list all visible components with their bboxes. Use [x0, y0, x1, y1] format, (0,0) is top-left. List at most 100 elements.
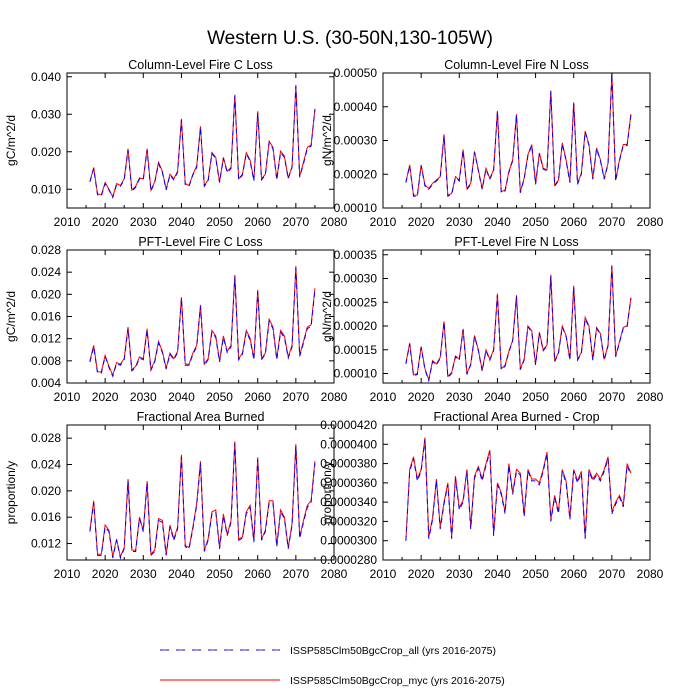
x-tick-label: 2020 — [92, 215, 119, 229]
y-tick-label: 0.0000280 — [320, 553, 377, 567]
y-tick-label: 0.028 — [31, 431, 61, 445]
x-tick-label: 2010 — [370, 390, 397, 404]
y-tick-label: 0.0000400 — [320, 437, 377, 451]
x-tick-label: 2070 — [283, 567, 310, 581]
x-tick-label: 2060 — [560, 567, 587, 581]
chart-panel-5: Fractional Area Burned proportion/y 2010 20… — [4, 410, 348, 581]
x-tick-label: 2080 — [637, 215, 664, 229]
x-tick-label: 2030 — [130, 390, 157, 404]
chart-panel-1: Column-Level Fire C Loss gC/m^2/d 2010 2020… — [4, 58, 348, 229]
series-line-all — [89, 86, 316, 199]
x-tick-label: 2040 — [168, 567, 195, 581]
y-tick-label: 0.0000380 — [320, 457, 377, 471]
x-tick-label: 2060 — [244, 390, 271, 404]
y-tick-label: 0.024 — [31, 265, 61, 279]
y-tick-label: 0.030 — [31, 107, 61, 121]
panel-title: PFT-Level Fire N Loss — [454, 235, 578, 249]
plot-frame — [66, 249, 335, 384]
x-tick-label: 2010 — [54, 390, 81, 404]
y-tick-label: 0.020 — [31, 484, 61, 498]
x-tick-label: 2070 — [599, 390, 626, 404]
x-tick-label: 2060 — [244, 215, 271, 229]
x-tick-label: 2030 — [130, 215, 157, 229]
series-line-myc — [89, 266, 316, 377]
x-tick-label: 2040 — [168, 215, 195, 229]
x-tick-label: 2080 — [637, 567, 664, 581]
panel-title: Fractional Area Burned — [137, 410, 265, 424]
y-tick-label: 0.00030 — [334, 272, 378, 286]
legend-label-all: ISSP585Clm50BgcCrop_all (yrs 2016-2075) — [290, 645, 496, 657]
figure-title: Western U.S. (30-50N,130-105W) — [207, 28, 493, 49]
y-tick-label: 0.00050 — [334, 66, 378, 80]
y-tick-label: 0.028 — [31, 243, 61, 257]
y-axis-label: gC/m^2/d — [4, 115, 18, 166]
x-tick-label: 2020 — [408, 215, 435, 229]
y-tick-label: 0.040 — [31, 70, 61, 84]
x-tick-label: 2010 — [370, 215, 397, 229]
y-axis-label: proportion/y — [320, 461, 334, 524]
y-tick-label: 0.012 — [31, 537, 61, 551]
x-tick-label: 2030 — [130, 567, 157, 581]
x-tick-label: 2030 — [446, 567, 473, 581]
y-tick-label: 0.020 — [31, 145, 61, 159]
x-tick-label: 2050 — [522, 215, 549, 229]
chart-panel-6: Fractional Area Burned - Crop proportion/… — [320, 410, 664, 581]
x-tick-label: 2040 — [484, 390, 511, 404]
y-tick-label: 0.024 — [31, 458, 61, 472]
y-axis-label: proportion/y — [4, 461, 18, 524]
y-tick-label: 0.020 — [31, 287, 61, 301]
y-tick-label: 0.00020 — [334, 319, 378, 333]
chart-panels: Column-Level Fire C Loss gC/m^2/d 2010 2020… — [4, 58, 664, 581]
x-tick-label: 2070 — [283, 390, 310, 404]
y-tick-label: 0.004 — [31, 376, 61, 390]
panel-title: Column-Level Fire C Loss — [128, 58, 273, 72]
series-line-all — [405, 74, 632, 197]
x-tick-label: 2030 — [446, 215, 473, 229]
y-tick-label: 0.00035 — [334, 248, 378, 262]
x-tick-label: 2070 — [599, 567, 626, 581]
y-tick-label: 0.010 — [31, 182, 61, 196]
x-tick-label: 2010 — [54, 215, 81, 229]
y-tick-label: 0.00015 — [334, 343, 378, 357]
x-tick-label: 2070 — [283, 215, 310, 229]
y-tick-label: 0.00010 — [334, 367, 378, 381]
panel-title: Column-Level Fire N Loss — [444, 58, 589, 72]
y-tick-label: 0.00025 — [334, 295, 378, 309]
series-line-all — [89, 267, 316, 378]
series-line-myc — [89, 84, 316, 199]
x-tick-label: 2050 — [522, 390, 549, 404]
x-tick-label: 2080 — [321, 215, 348, 229]
x-tick-label: 2020 — [408, 390, 435, 404]
legend-label-myc: ISSP585Clm50BgcCrop_myc (yrs 2016-2075) — [290, 675, 505, 687]
x-tick-label: 2050 — [206, 215, 233, 229]
x-tick-label: 2060 — [560, 215, 587, 229]
x-tick-label: 2030 — [446, 390, 473, 404]
x-tick-label: 2040 — [484, 567, 511, 581]
plot-frame — [382, 424, 651, 561]
y-tick-label: 0.012 — [31, 332, 61, 346]
y-axis-label: gC/m^2/d — [4, 291, 18, 342]
series-line-myc — [405, 73, 632, 196]
x-tick-label: 2060 — [560, 390, 587, 404]
x-tick-label: 2020 — [92, 390, 119, 404]
x-tick-label: 2080 — [321, 390, 348, 404]
plot-frame — [66, 72, 335, 209]
x-tick-label: 2050 — [206, 390, 233, 404]
panel-title: PFT-Level Fire C Loss — [138, 235, 262, 249]
x-tick-label: 2020 — [92, 567, 119, 581]
x-tick-label: 2070 — [599, 215, 626, 229]
y-tick-label: 0.0000300 — [320, 534, 377, 548]
chart-panel-2: Column-Level Fire N Loss gN/m^2/d 2010 2020… — [320, 58, 664, 229]
y-tick-label: 0.008 — [31, 354, 61, 368]
y-tick-label: 0.016 — [31, 510, 61, 524]
x-tick-label: 2080 — [321, 567, 348, 581]
x-tick-label: 2010 — [54, 567, 81, 581]
x-tick-label: 2010 — [370, 567, 397, 581]
x-tick-label: 2080 — [637, 390, 664, 404]
plot-frame — [382, 249, 651, 384]
x-tick-label: 2060 — [244, 567, 271, 581]
series-line-all — [405, 439, 632, 541]
series-line-all — [89, 443, 316, 560]
y-tick-label: 0.0000360 — [320, 476, 377, 490]
